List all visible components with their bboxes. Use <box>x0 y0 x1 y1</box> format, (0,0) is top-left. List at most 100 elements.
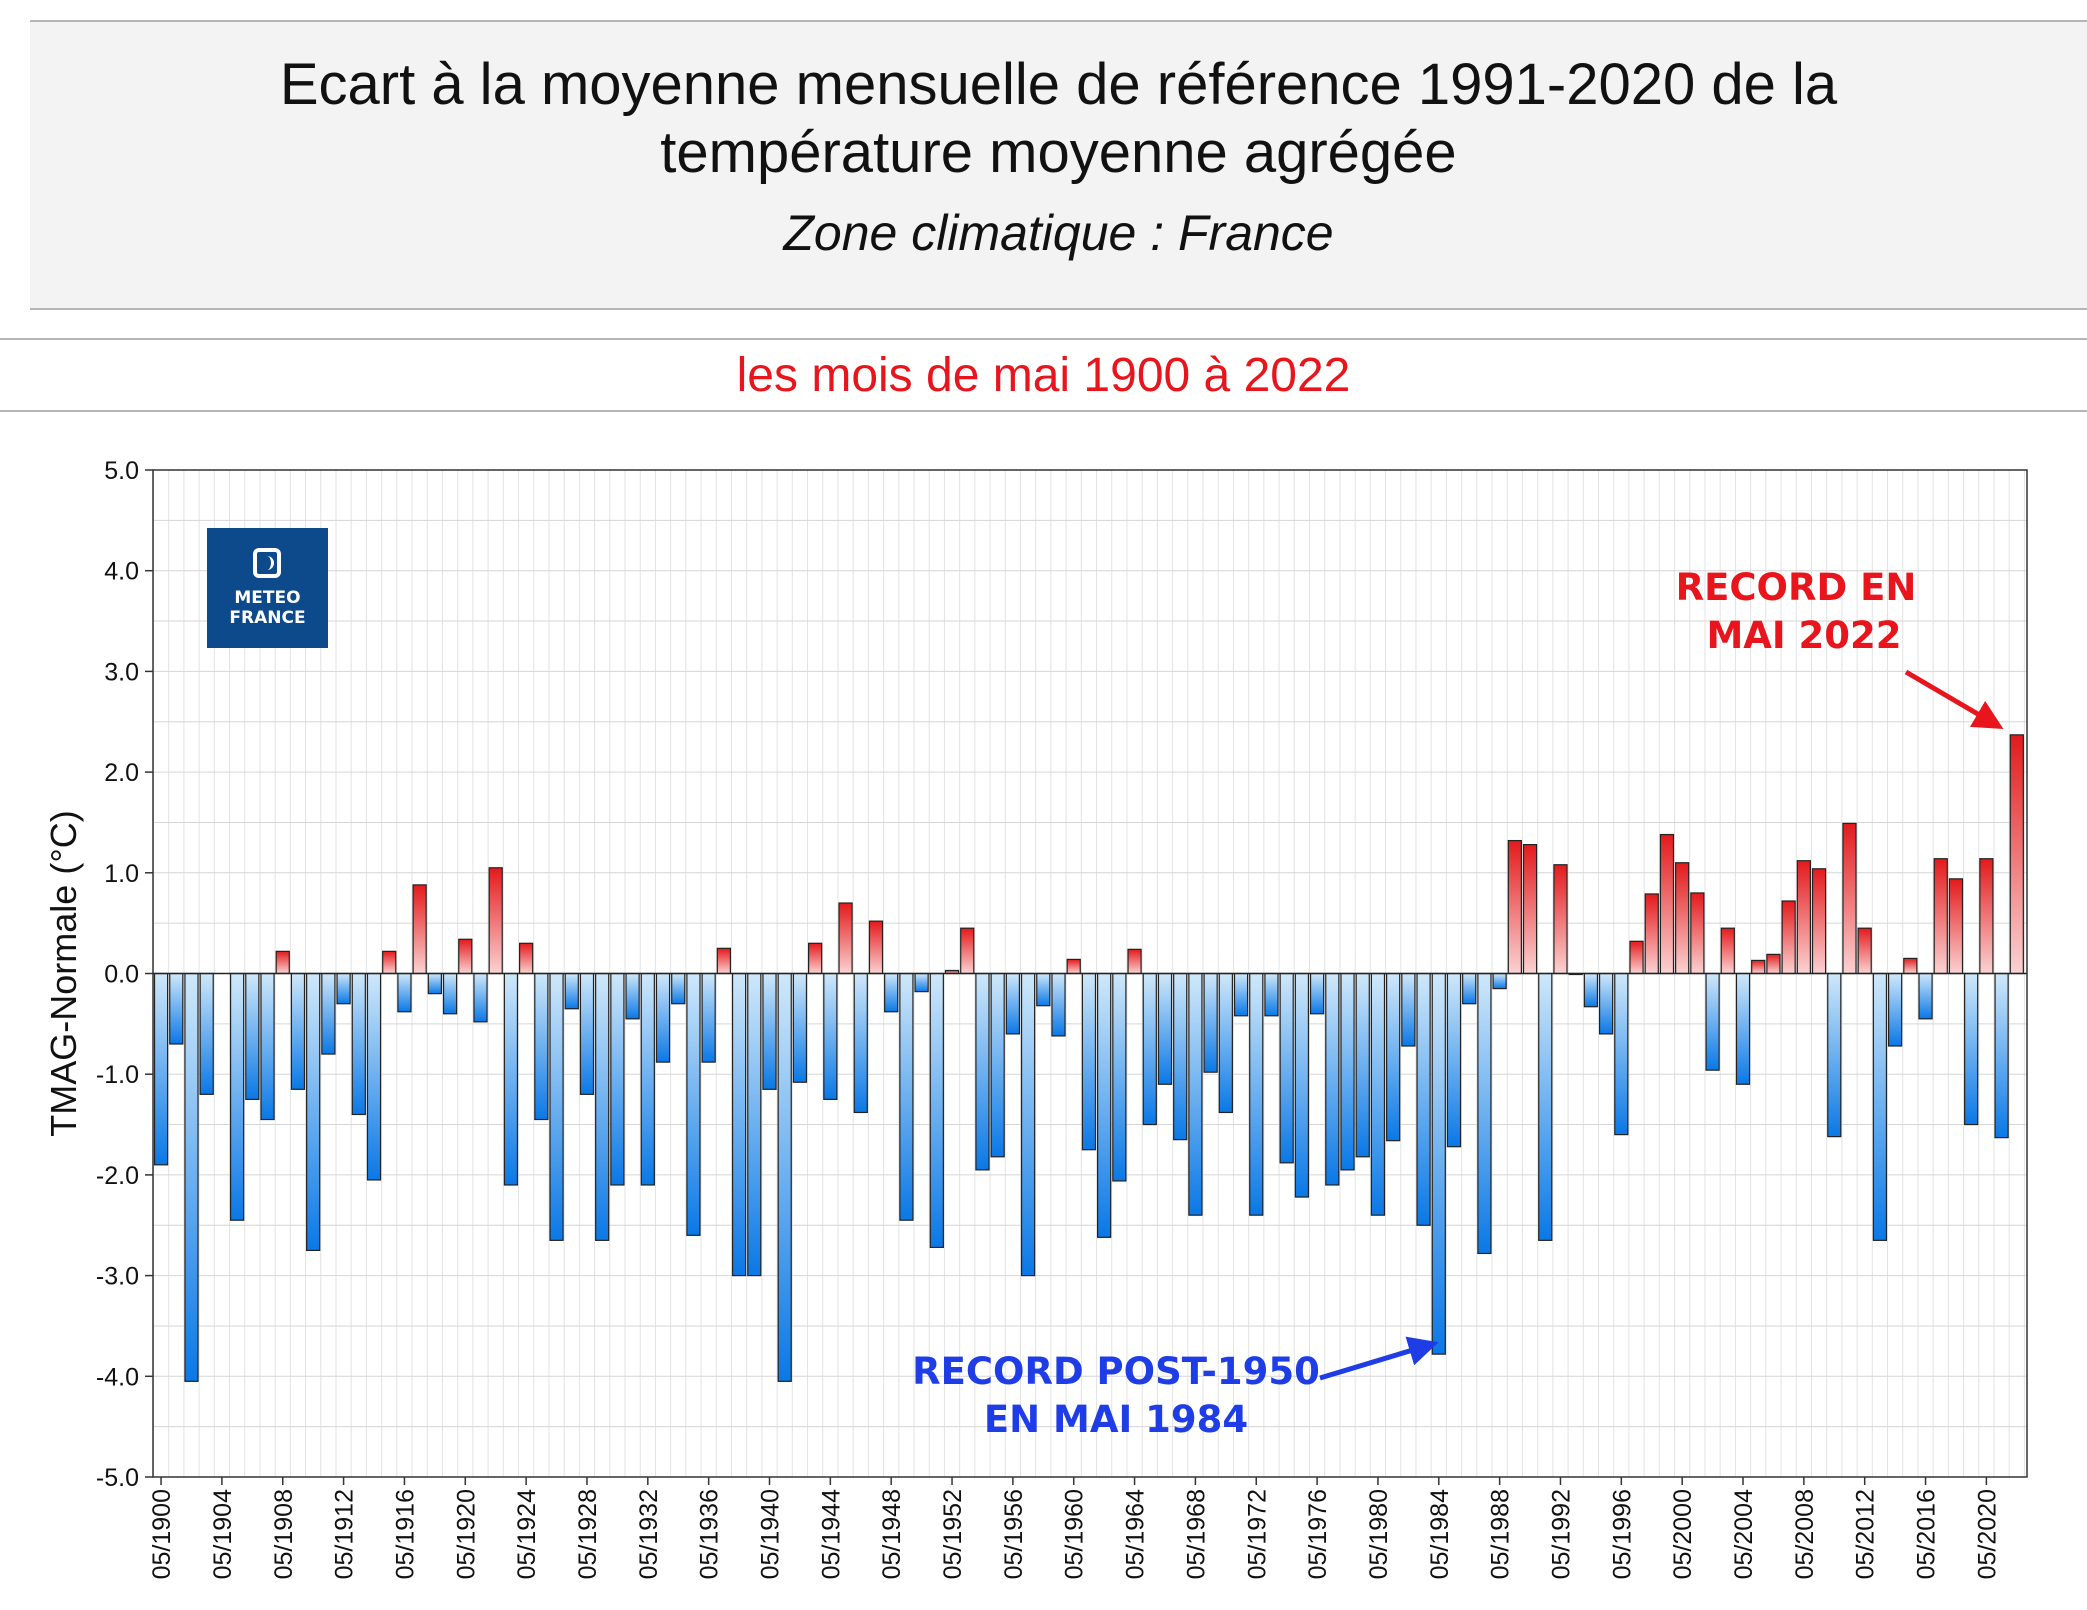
bar-1992 <box>1553 864 1568 975</box>
x-tick-label: 05/2012 <box>1852 1489 1880 1579</box>
bar-1944 <box>823 972 838 1100</box>
bar-1924 <box>518 942 534 975</box>
y-tick-label: -4.0 <box>96 1363 139 1391</box>
x-tick-label: 05/1976 <box>1304 1489 1332 1579</box>
bar-1913 <box>351 972 366 1116</box>
bar-2004 <box>1735 972 1751 1085</box>
x-tick-label: 05/2008 <box>1791 1489 1819 1579</box>
x-tick-label: 05/1984 <box>1426 1489 1454 1579</box>
bar-1983 <box>1416 972 1431 1226</box>
y-tick-label: 1.0 <box>104 860 139 888</box>
x-tick-label: 05/1916 <box>391 1489 419 1579</box>
x-tick-label: 05/1904 <box>209 1489 237 1579</box>
annotation-record-2022-line-1: RECORD EN <box>1676 566 1917 609</box>
bar-2020 <box>1979 858 1994 975</box>
annotation-record-1984-line-1: RECORD POST-1950 <box>912 1350 1320 1393</box>
y-tick-label: 2.0 <box>104 759 139 787</box>
bar-1986 <box>1462 972 1477 1005</box>
bar-1921 <box>473 972 488 1023</box>
bar-2012 <box>1857 927 1872 975</box>
annotation-record-2022-line-2: MAI 2022 <box>1706 614 1901 657</box>
bar-1995 <box>1598 972 1614 1035</box>
bar-1987 <box>1477 972 1492 1255</box>
bar-1969 <box>1203 972 1218 1073</box>
chart-title-line-1: Ecart à la moyenne mensuelle de référenc… <box>279 52 1838 117</box>
y-tick-label: 0.0 <box>104 961 139 989</box>
chart-subtitle: les mois de mai 1900 à 2022 <box>736 349 1351 402</box>
bar-1979 <box>1355 972 1370 1158</box>
bar-1964 <box>1127 948 1142 975</box>
bar-2007 <box>1781 900 1796 975</box>
bar-1962 <box>1097 972 1112 1238</box>
x-tick-label: 05/1908 <box>270 1489 298 1579</box>
y-tick-label: -5.0 <box>96 1464 139 1492</box>
bar-1911 <box>321 972 336 1055</box>
bar-1912 <box>336 972 351 1005</box>
x-tick-label: 05/1980 <box>1365 1489 1393 1579</box>
x-tick-label: 05/2016 <box>1913 1489 1941 1579</box>
x-tick-label: 05/1928 <box>574 1489 602 1579</box>
bar-1998 <box>1644 893 1659 975</box>
bar-1937 <box>716 947 732 975</box>
bar-1934 <box>671 972 686 1005</box>
y-axis-label: TMAG-Normale (°C) <box>43 810 84 1136</box>
bar-1976 <box>1309 972 1325 1015</box>
bar-1994 <box>1583 972 1599 1008</box>
bar-1935 <box>686 972 701 1236</box>
bar-1936 <box>701 972 716 1063</box>
bar-1916 <box>397 972 412 1013</box>
x-tick-label: 05/1992 <box>1547 1489 1575 1579</box>
bar-2021 <box>1994 972 2009 1139</box>
bar-1943 <box>807 942 823 975</box>
x-tick-label: 05/2020 <box>1973 1489 2001 1579</box>
bar-1956 <box>1005 972 1021 1035</box>
bar-2009 <box>1811 868 1827 975</box>
bar-1955 <box>990 972 1005 1158</box>
bar-1981 <box>1386 972 1401 1142</box>
bar-1928 <box>579 972 595 1095</box>
bar-1951 <box>929 972 944 1249</box>
bar-1977 <box>1325 972 1340 1186</box>
bar-1930 <box>610 972 625 1186</box>
annotation-record-1984-line-2: EN MAI 1984 <box>984 1398 1248 1441</box>
y-tick-label: -2.0 <box>96 1162 139 1190</box>
logo-text: METEO FRANCE <box>207 588 328 628</box>
bar-1990 <box>1522 844 1538 975</box>
x-tick-label: 05/1968 <box>1182 1489 1210 1579</box>
x-tick-label: 05/1996 <box>1608 1489 1636 1579</box>
bar-1991 <box>1538 972 1553 1241</box>
bar-2001 <box>1690 892 1705 975</box>
zone-label: Zone climatique : France <box>783 205 1334 261</box>
bar-1996 <box>1614 972 1629 1136</box>
bar-1988 <box>1492 972 1507 990</box>
bar-2018 <box>1948 878 1964 975</box>
bar-1974 <box>1279 972 1294 1164</box>
bar-1999 <box>1659 833 1675 975</box>
x-tick-label: 05/1936 <box>696 1489 724 1579</box>
bar-1980 <box>1370 972 1386 1216</box>
bar-1949 <box>899 972 914 1221</box>
x-tick-label: 05/2000 <box>1669 1489 1697 1579</box>
bar-1946 <box>853 972 868 1114</box>
x-tick-label: 05/1944 <box>817 1489 845 1579</box>
x-tick-label: 05/1988 <box>1487 1489 1515 1579</box>
bar-1940 <box>762 972 777 1090</box>
bar-1982 <box>1401 972 1416 1047</box>
title-panel: Ecart à la moyenne mensuelle de référenc… <box>30 20 2087 310</box>
y-tick-label: 4.0 <box>104 558 139 586</box>
subtitle-panel: les mois de mai 1900 à 2022 <box>0 338 2087 412</box>
bar-1917 <box>412 884 427 975</box>
bar-1942 <box>792 972 808 1083</box>
bar-1947 <box>868 920 884 975</box>
bar-1923 <box>503 972 519 1186</box>
bar-2000 <box>1675 862 1690 975</box>
bar-1905 <box>229 972 245 1221</box>
bar-1958 <box>1036 972 1051 1007</box>
bar-1919 <box>442 972 458 1015</box>
bar-1961 <box>1081 972 1097 1151</box>
bar-1978 <box>1340 972 1355 1171</box>
meteo-france-icon <box>253 548 281 578</box>
x-tick-label: 05/1920 <box>452 1489 480 1579</box>
bar-1909 <box>290 972 306 1090</box>
